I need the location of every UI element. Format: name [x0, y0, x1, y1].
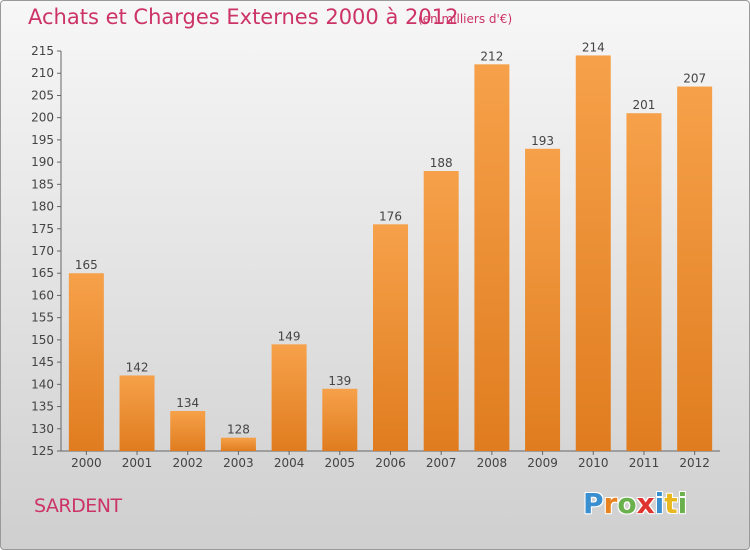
data-label-2011: 201 — [633, 98, 656, 112]
y-tick-label: 125 — [31, 444, 54, 458]
x-tick-label: 2007 — [426, 456, 457, 470]
y-tick-label: 205 — [31, 88, 54, 102]
x-tick-label: 2012 — [679, 456, 710, 470]
logo-letter: x — [636, 487, 655, 520]
logo-letter: r — [603, 487, 618, 520]
bar-2008 — [474, 64, 510, 452]
bar-2001 — [119, 375, 155, 451]
x-tick-label: 2005 — [325, 456, 356, 470]
y-tick-label: 155 — [31, 311, 54, 325]
data-label-2003: 128 — [227, 423, 250, 437]
bar-2012 — [677, 86, 713, 452]
data-label-2000: 165 — [75, 258, 98, 272]
bar-2010 — [575, 55, 611, 451]
chart-title: Achats et Charges Externes 2000 à 2012 — [28, 5, 459, 29]
x-tick-label: 2006 — [375, 456, 406, 470]
place-name: SARDENT — [34, 495, 122, 517]
bar-2006 — [373, 224, 408, 451]
logo-letter: P — [583, 487, 604, 520]
y-tick-label: 145 — [31, 355, 54, 369]
y-tick-label: 195 — [31, 133, 54, 147]
y-tick-label: 190 — [31, 155, 54, 169]
proxiti-logo: Proxiti — [583, 487, 687, 520]
data-label-2005: 139 — [328, 374, 351, 388]
y-tick-label: 185 — [31, 177, 54, 191]
y-tick-label: 170 — [31, 244, 54, 258]
y-tick-label: 150 — [31, 333, 54, 347]
y-tick-label: 160 — [31, 288, 54, 302]
data-label-2001: 142 — [126, 360, 149, 374]
x-tick-label: 2009 — [527, 456, 558, 470]
y-tick-label: 140 — [31, 377, 54, 391]
y-tick-label: 165 — [31, 266, 54, 280]
x-tick-label: 2001 — [122, 456, 153, 470]
data-label-2010: 214 — [582, 40, 605, 54]
logo-letter: i — [677, 487, 688, 520]
data-labels-group: 165 142 134 128 149 139 176 188 212 193 214 201 207 — [75, 40, 706, 436]
x-axis: 2000 2001 2002 2003 2004 2005 2006 2007 2008 2009… — [61, 450, 720, 470]
data-label-2006: 176 — [379, 209, 402, 223]
x-tick-label: 2008 — [477, 456, 508, 470]
x-tick-label: 2010 — [578, 456, 609, 470]
chart-subtitle: (en milliers d'€) — [418, 12, 513, 26]
bar-2002 — [170, 411, 206, 451]
data-label-2009: 193 — [531, 134, 554, 148]
bars-group — [68, 55, 713, 452]
bar-2000 — [68, 273, 104, 451]
x-tick-label: 2000 — [71, 456, 102, 470]
logo-letter: o — [617, 487, 637, 520]
x-tick-label: 2011 — [629, 456, 660, 470]
bar-2004 — [271, 344, 307, 451]
bar-2007 — [423, 171, 459, 451]
data-label-2008: 212 — [480, 49, 503, 63]
y-axis: 125 130 135 140 145 150 155 160 165 170 175 180 185 1… — [31, 44, 62, 458]
bar-2011 — [626, 113, 662, 451]
x-tick-label: 2004 — [274, 456, 305, 470]
x-tick-label: 2003 — [223, 456, 254, 470]
y-tick-label: 210 — [31, 66, 54, 80]
y-tick-label: 215 — [31, 44, 54, 58]
bar-2005 — [322, 388, 358, 451]
y-tick-label: 180 — [31, 200, 54, 214]
y-tick-label: 135 — [31, 400, 54, 414]
data-label-2002: 134 — [176, 396, 199, 410]
data-label-2012: 207 — [683, 72, 706, 86]
logo-letter: t — [664, 487, 678, 520]
y-tick-label: 130 — [31, 422, 54, 436]
x-tick-label: 2002 — [172, 456, 203, 470]
y-tick-label: 200 — [31, 111, 54, 125]
y-tick-label: 175 — [31, 222, 54, 236]
bar-2003 — [220, 437, 256, 451]
logo-letter: i — [654, 487, 665, 520]
data-label-2004: 149 — [278, 329, 301, 343]
data-label-2007: 188 — [430, 156, 453, 170]
bar-2009 — [525, 148, 561, 451]
